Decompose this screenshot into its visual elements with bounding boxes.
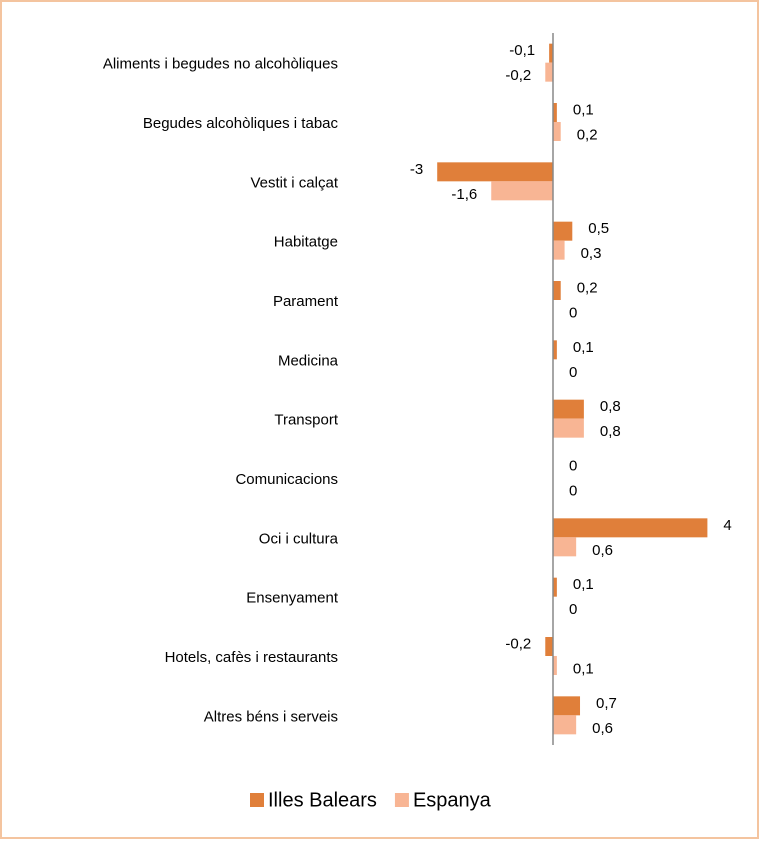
y-tick-label: Hotels, cafès i restaurants [165, 649, 338, 666]
bar [553, 122, 561, 141]
value-label: 0,1 [573, 576, 594, 593]
value-label: 0,5 [588, 220, 609, 237]
value-label: 0 [569, 304, 577, 321]
bar [553, 656, 557, 675]
bar [553, 281, 561, 300]
y-tick-label: Oci i cultura [259, 530, 339, 547]
bar [553, 399, 584, 419]
value-label: 0,1 [573, 660, 594, 677]
y-tick-label: Habitatge [274, 234, 338, 251]
value-label: 0,8 [600, 423, 621, 440]
value-label: 0,2 [577, 279, 598, 296]
bar [553, 221, 573, 241]
value-label: 0,2 [577, 126, 598, 143]
bar [553, 340, 557, 360]
bar [549, 43, 553, 63]
bar [553, 103, 557, 122]
bar [553, 537, 577, 557]
y-tick-label: Altres béns i serveis [204, 708, 338, 725]
value-label: 0,6 [592, 542, 613, 559]
value-label: -0,2 [505, 67, 531, 84]
value-label: -3 [410, 161, 423, 178]
bar [553, 577, 557, 597]
value-label: -0,2 [505, 635, 531, 652]
value-label: -0,1 [509, 42, 535, 59]
y-tick-label: Comunicacions [235, 471, 338, 488]
value-label: 0,1 [573, 339, 594, 356]
bar [553, 240, 565, 260]
y-tick-label: Ensenyament [246, 590, 339, 607]
value-label: 0 [569, 482, 577, 499]
legend-swatch [394, 793, 409, 807]
y-tick-label: Parament [273, 293, 339, 310]
legend-label: Espanya [413, 789, 492, 811]
y-tick-label: Medicina [278, 352, 339, 369]
legend-swatch [250, 793, 264, 807]
legend-label: Illes Balears [268, 789, 377, 811]
y-tick-label: Aliments i begudes no alcohòliques [103, 56, 338, 73]
value-label: 0,1 [573, 101, 594, 118]
value-label: 0,8 [600, 398, 621, 415]
y-tick-label: Begudes alcohòliques i tabac [143, 115, 339, 132]
y-tick-label: Vestit i calçat [250, 174, 338, 191]
value-label: 0,7 [596, 695, 617, 712]
value-label: -1,6 [451, 186, 477, 203]
bar [491, 181, 553, 201]
bar [553, 518, 708, 538]
bar [553, 696, 581, 716]
bar [553, 715, 577, 735]
value-label: 0 [569, 457, 577, 474]
value-label: 0,6 [592, 720, 613, 737]
value-label: 4 [723, 517, 731, 534]
y-tick-label: Transport [274, 412, 338, 429]
bar [545, 62, 553, 82]
bar [545, 637, 553, 656]
bar [437, 162, 553, 182]
bar [553, 418, 584, 438]
value-label: 0 [569, 364, 577, 381]
value-label: 0 [569, 601, 577, 618]
value-label: 0,3 [581, 245, 602, 262]
